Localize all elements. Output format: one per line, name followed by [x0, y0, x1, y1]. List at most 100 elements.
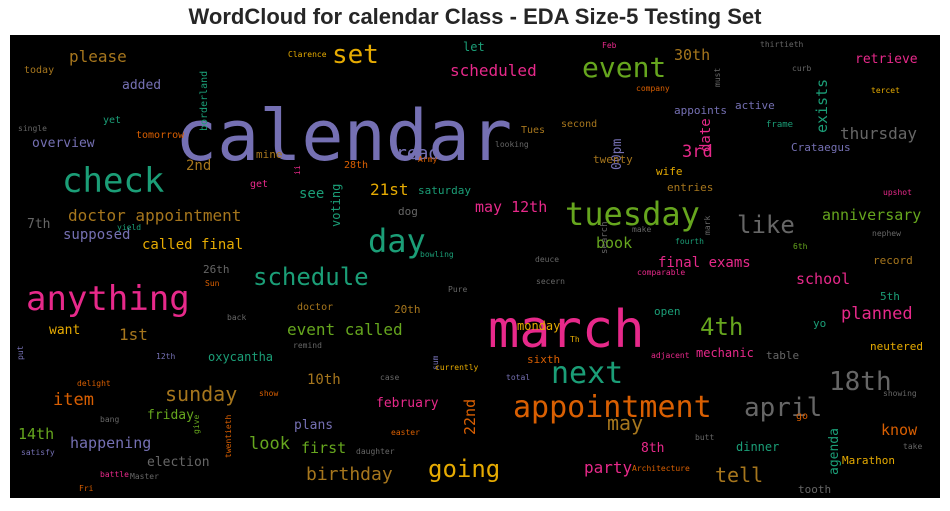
word-like: like	[737, 211, 795, 239]
word-21st: 21st	[370, 180, 409, 199]
word-overview: overview	[32, 136, 95, 151]
word-yield: yield	[117, 223, 141, 232]
word-neutered: neutered	[870, 340, 923, 353]
word-oxycantha: oxycantha	[208, 350, 273, 364]
word-7th: 7th	[27, 217, 50, 232]
word-army: Army	[418, 155, 437, 164]
word-architecture: Architecture	[632, 464, 690, 473]
word-happening: happening	[70, 434, 151, 452]
word-pure: Pure	[448, 285, 467, 294]
word-total: total	[506, 373, 530, 382]
wordcloud-canvas: calendar march anything appointment check tue…	[10, 35, 940, 498]
word-tooth: tooth	[798, 483, 831, 496]
word-show: show	[259, 389, 278, 398]
word-table: table	[766, 349, 799, 362]
word-march: march	[488, 300, 645, 360]
word-26th: 26th	[203, 263, 230, 276]
word-supposed: supposed	[63, 227, 130, 243]
word-6th: 6th	[793, 242, 808, 251]
word-read: read	[396, 143, 439, 164]
word-looking: looking	[495, 140, 529, 149]
word-10th: 10th	[307, 372, 341, 388]
word-feb: Feb	[602, 41, 617, 50]
word-5th: 5th	[880, 290, 900, 303]
word-today: today	[24, 65, 54, 76]
word-marathon: Marathon	[842, 454, 895, 467]
word-sum: sum	[431, 355, 440, 370]
word-final-exams: final exams	[658, 255, 751, 271]
word-doctor-appointment: doctor appointment	[68, 206, 241, 225]
word-back: back	[227, 313, 246, 322]
word-agenda: agenda	[827, 428, 842, 475]
word-battle: battle	[100, 470, 129, 479]
word-added: added	[122, 78, 161, 93]
word-bowling: bowling	[420, 250, 454, 259]
word-entries: entries	[667, 181, 713, 194]
word-day: day	[368, 222, 426, 260]
word-sunday: sunday	[165, 382, 237, 406]
word-schedule: schedule	[253, 263, 369, 291]
word-may: may	[607, 411, 643, 435]
word-adjacent: adjacent	[651, 351, 690, 360]
word-scheduled: scheduled	[450, 61, 537, 80]
word-election: election	[147, 455, 210, 470]
word-next: next	[551, 356, 623, 391]
word-school: school	[796, 270, 850, 288]
word-anniversary: anniversary	[822, 206, 921, 224]
word-12th: 12th	[156, 352, 175, 361]
word-borderland: borderland	[199, 71, 210, 131]
word-put: put	[16, 345, 25, 360]
word-dinner: dinner	[736, 440, 779, 454]
word-april: april	[744, 393, 822, 423]
word-dog: dog	[398, 205, 418, 218]
word-3rd: 3rd	[682, 142, 713, 162]
word-curb: curb	[792, 64, 811, 73]
word-called-final: called final	[142, 237, 243, 253]
word-anything: anything	[26, 279, 190, 319]
word-deuce: deuce	[535, 255, 559, 264]
word-first: first	[301, 439, 346, 457]
word-th: Th	[570, 335, 580, 344]
word-case: case	[380, 373, 399, 382]
word-go: go	[796, 411, 808, 422]
word-showing: showing	[883, 389, 917, 398]
word-sun: Sun	[205, 279, 220, 288]
word-please: please	[69, 47, 127, 66]
word-crataegus: Crataegus	[791, 141, 851, 154]
word-tomorrow: tomorrow	[136, 130, 185, 141]
word-look: look	[249, 434, 290, 454]
word-tues: Tues	[521, 125, 545, 136]
word-make: make	[632, 225, 651, 234]
word-clarence: Clarence	[288, 50, 327, 59]
word-exists: exists	[813, 79, 831, 133]
word-birthday: birthday	[306, 464, 393, 485]
word-event-called: event called	[287, 320, 403, 339]
word-mechanic: mechanic	[696, 346, 754, 360]
word-daughter: daughter	[356, 447, 395, 456]
word-twenty: twenty	[593, 153, 633, 166]
word-remind: remind	[293, 341, 322, 350]
word-secern: secern	[536, 277, 565, 286]
word-fourth: fourth	[675, 237, 704, 246]
word-must: must	[713, 68, 722, 87]
word-check: check	[62, 161, 164, 201]
word-mine: mine	[256, 148, 283, 161]
word-doctor: doctor	[297, 302, 333, 313]
word-28th: 28th	[344, 160, 368, 171]
word-22nd: 22nd	[461, 399, 479, 435]
word-friday: friday	[147, 408, 194, 423]
word-event: event	[582, 51, 666, 84]
word-nephew: nephew	[872, 229, 901, 238]
word-going: going	[428, 455, 500, 483]
word-delight: delight	[77, 379, 111, 388]
word-1st: 1st	[119, 325, 148, 344]
word-thirtieth: thirtieth	[760, 40, 804, 49]
word-record: record	[873, 254, 913, 267]
word-00pm: 00pm	[610, 139, 625, 170]
word-get: get	[250, 179, 268, 190]
word-wife: wife	[656, 165, 683, 178]
word-appoints: appoints	[674, 104, 727, 117]
word-set: set	[332, 40, 379, 70]
word-item: item	[53, 390, 94, 410]
word-see: see	[299, 186, 324, 202]
